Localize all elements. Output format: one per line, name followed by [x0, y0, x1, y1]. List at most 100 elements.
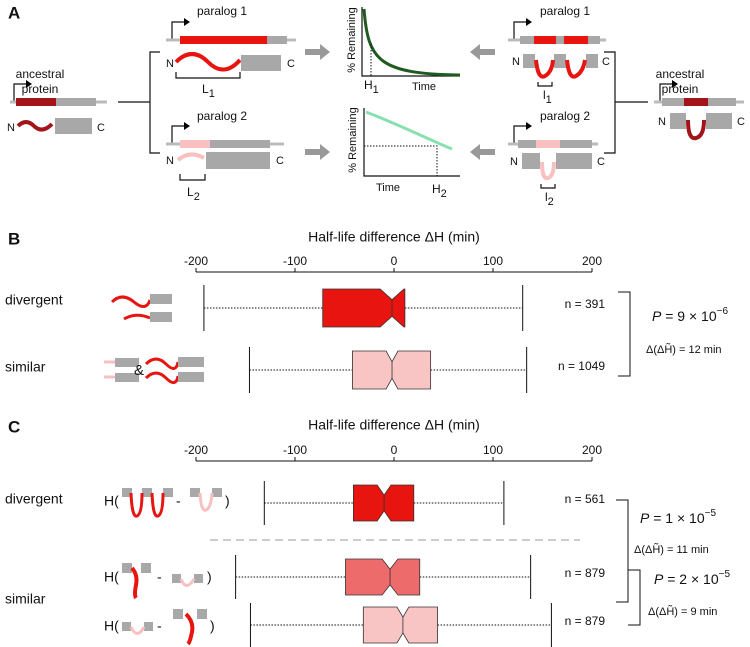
n-term: N — [7, 122, 15, 134]
x-tick-label: -200 — [184, 443, 208, 457]
x-tick-label: -100 — [283, 254, 307, 268]
gene-region — [564, 36, 588, 44]
box — [352, 350, 432, 390]
p-symbol: P — [654, 571, 664, 587]
delta-median: Δ(ΔH̃) = 9 min — [648, 605, 717, 618]
paralog-label: paralog 1 — [540, 4, 590, 18]
arrowhead — [672, 80, 678, 88]
icon-text: ) — [225, 493, 230, 509]
promoter — [513, 21, 526, 40]
icon-text: H( — [104, 493, 119, 509]
group-label: similar — [5, 591, 46, 607]
group-label: divergent — [5, 292, 63, 308]
p-body: = 1 × 10 — [649, 510, 704, 526]
comparison-bracket — [616, 499, 629, 603]
gene-region — [180, 36, 267, 44]
arrowhead — [26, 80, 32, 88]
icon-text: H( — [104, 618, 119, 634]
x-label: Time — [376, 182, 400, 194]
c-term: C — [597, 156, 605, 168]
delta-median: Δ(ΔH̃) = 11 min — [634, 543, 709, 556]
gene-region — [520, 36, 600, 44]
length-label: L2 — [187, 185, 200, 203]
promoter — [171, 21, 184, 40]
axis-title: Half-life difference ΔH (min) — [308, 229, 480, 245]
axes — [363, 108, 460, 177]
ancestral-label: ancestral — [656, 67, 705, 81]
axes — [361, 7, 460, 77]
arrowhead — [184, 122, 190, 130]
n-term: N — [166, 155, 174, 167]
disordered — [176, 152, 205, 162]
x-tick-label: -200 — [184, 254, 208, 268]
p-symbol: P — [640, 510, 650, 526]
panel-a: A ancestral protein N C paralog 1 N C L1… — [7, 3, 745, 207]
icon-text: - — [157, 618, 162, 634]
n-label: n = 879 — [565, 614, 606, 628]
x-tick-label: 200 — [582, 443, 602, 457]
domain — [241, 55, 281, 71]
delta-median: Δ(ΔH̃) = 12 min — [646, 343, 722, 356]
icon-text: ) — [207, 569, 212, 585]
box — [322, 288, 406, 328]
group-label: similar — [5, 359, 46, 375]
ancestral-label: ancestral — [16, 67, 65, 81]
panel-label: C — [8, 417, 20, 436]
group-label: divergent — [5, 491, 63, 507]
disordered — [174, 52, 242, 72]
c-term: C — [737, 116, 745, 128]
disordered — [16, 120, 54, 132]
p-body: = 9 × 10 — [661, 308, 716, 324]
domain — [206, 152, 270, 169]
n-term: N — [166, 58, 174, 70]
p-body: = 2 × 10 — [663, 571, 718, 587]
arrowhead — [526, 122, 532, 130]
n-label: n = 391 — [565, 297, 606, 311]
promoter — [513, 125, 526, 143]
x-tick-label: 200 — [582, 254, 602, 268]
p-value: P = 9 × 10−6 — [652, 306, 728, 324]
axis-title: Half-life difference ΔH (min) — [308, 417, 480, 433]
n-label: n = 1049 — [558, 359, 605, 373]
x-tick-label: 100 — [483, 254, 503, 268]
gene-region — [180, 140, 210, 148]
promoter — [659, 83, 672, 101]
n-label: n = 561 — [565, 492, 606, 506]
decay-curve — [365, 110, 453, 151]
p-value: P = 1 × 10−5 — [640, 508, 716, 526]
icons — [104, 294, 222, 646]
p-exponent: −5 — [719, 569, 731, 580]
promoter — [171, 125, 184, 143]
comparison-bracket — [628, 569, 641, 626]
ancestral-label: protein — [22, 82, 59, 96]
icon-text: - — [157, 569, 162, 585]
x-tick-label: 0 — [391, 443, 398, 457]
icon-text: & — [134, 362, 144, 379]
gene-region — [536, 140, 560, 148]
icon-text: H( — [104, 569, 119, 585]
panel-label: B — [8, 229, 20, 248]
length-bracket — [179, 174, 206, 181]
arrowhead — [526, 18, 532, 26]
gene-region — [56, 98, 96, 106]
p-value: P = 2 × 10−5 — [654, 569, 730, 587]
n-term: N — [512, 56, 520, 68]
c-term: C — [287, 58, 295, 70]
p-exponent: −6 — [717, 306, 729, 317]
arrowhead — [184, 18, 190, 26]
gene-region — [534, 36, 556, 44]
gene-region — [210, 140, 270, 148]
paralog-label: paralog 2 — [197, 109, 247, 123]
y-label: % Remaining — [347, 107, 359, 172]
length-bracket — [175, 72, 241, 79]
ancestral-label: protein — [662, 82, 699, 96]
y-label: % Remaining — [346, 7, 358, 72]
paralog-label: paralog 2 — [540, 109, 590, 123]
paralog-label: paralog 1 — [197, 4, 247, 18]
box — [345, 558, 421, 596]
bracket — [118, 51, 160, 154]
x-tick-label: 100 — [483, 443, 503, 457]
bracket — [604, 51, 648, 154]
length-label: L1 — [202, 82, 215, 100]
